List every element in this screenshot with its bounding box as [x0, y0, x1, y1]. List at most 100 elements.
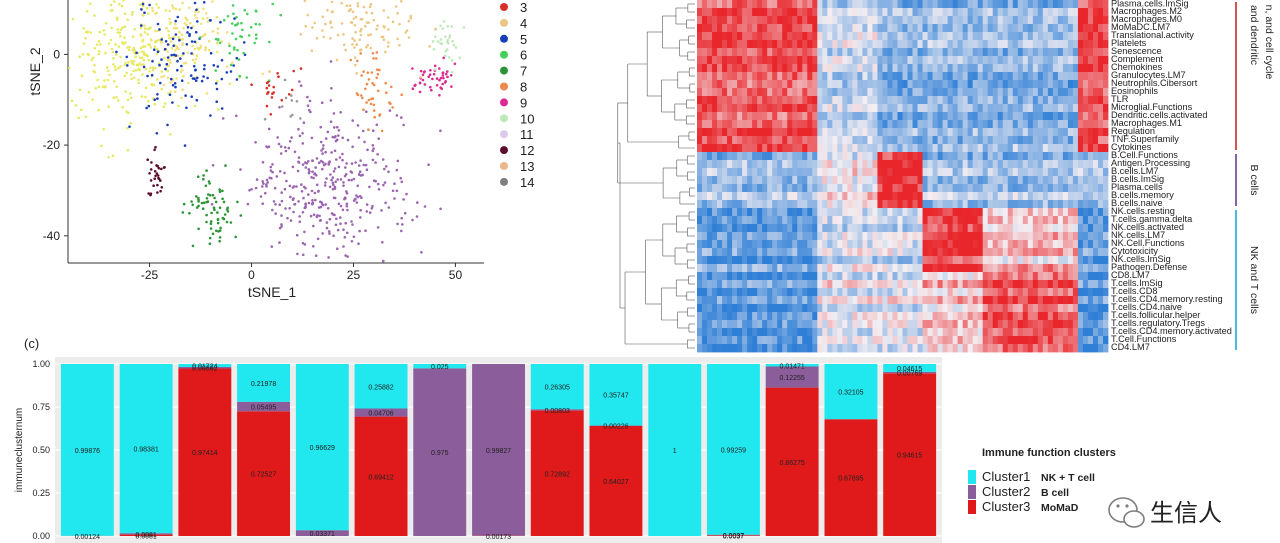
heatmap-cell	[702, 144, 708, 153]
heatmap-cell	[1027, 96, 1034, 105]
heatmap-cell	[772, 296, 778, 305]
heatmap-row-label: Cytokines	[1111, 142, 1152, 152]
heatmap-cell	[922, 24, 928, 33]
heatmap-cell	[922, 240, 928, 249]
heatmap-cell	[907, 232, 913, 241]
heatmap-cell	[987, 112, 994, 121]
heatmap-cell	[1022, 48, 1029, 57]
heatmap-cell	[762, 232, 768, 241]
heatmap-cell	[1007, 144, 1014, 153]
tsne-point-cluster-10	[444, 49, 448, 53]
tsne-point-cluster-11	[327, 230, 331, 233]
heatmap-cell	[887, 16, 893, 25]
heatmap-cell	[917, 56, 923, 65]
heatmap-cell	[1057, 64, 1064, 73]
heatmap-cell	[782, 176, 788, 185]
tsne-point-cluster-4	[174, 7, 178, 11]
heatmap-cell	[767, 72, 773, 81]
heatmap-cell	[972, 296, 979, 305]
heatmap-cell	[817, 336, 823, 345]
heatmap-cell	[727, 96, 733, 105]
tsne-point-cluster-11	[375, 123, 379, 127]
heatmap-cell	[782, 24, 788, 33]
heatmap-cell	[702, 40, 708, 49]
heatmap-cell	[1052, 72, 1059, 81]
tsne-point-cluster-6	[254, 33, 258, 36]
heatmap-cell	[882, 208, 888, 217]
heatmap-cell	[792, 312, 798, 321]
tsne-point-cluster-11	[303, 206, 307, 210]
tsne-point-cluster-5	[235, 56, 239, 60]
heatmap-cell	[1017, 64, 1024, 73]
heatmap-cell	[1092, 272, 1099, 281]
heatmap-cell	[972, 328, 979, 337]
tsne-point-cluster-8	[365, 82, 369, 86]
heatmap-cell	[852, 248, 858, 257]
heatmap-cell	[897, 280, 903, 289]
heatmap-cell	[807, 160, 813, 169]
heatmap-cell	[827, 192, 833, 201]
heatmap-cell	[927, 56, 933, 65]
heatmap-cell	[982, 256, 989, 265]
heatmap-cell	[732, 344, 738, 353]
heatmap-cell	[742, 24, 748, 33]
tsne-point-cluster-4	[122, 0, 125, 2]
heatmap-cell	[882, 64, 888, 73]
tsne-point-cluster-13	[394, 5, 398, 8]
heatmap-cell	[1022, 104, 1029, 113]
tsne-point-cluster-4	[162, 105, 166, 109]
tsne-point-cluster-4	[106, 78, 110, 82]
tsne-point-cluster-9	[442, 56, 446, 60]
tsne-point-cluster-13	[398, 22, 401, 26]
tsne-point-cluster-4	[182, 26, 185, 30]
heatmap-cell	[802, 192, 808, 201]
heatmap-cell	[952, 328, 959, 337]
heatmap-cell	[967, 72, 974, 81]
heatmap-cell	[1002, 192, 1009, 201]
heatmap-cell	[737, 216, 743, 225]
tsne-point-cluster-4	[207, 49, 211, 52]
heatmap-cell	[972, 0, 979, 9]
heatmap-cell	[967, 208, 974, 217]
tsne-point-cluster-11	[342, 181, 345, 184]
tsne-point-cluster-4	[195, 16, 199, 20]
heatmap-cell	[1012, 72, 1019, 81]
heatmap-cell	[837, 344, 843, 353]
heatmap-cell	[697, 288, 703, 297]
heatmap-cell	[862, 40, 868, 49]
heatmap-cell	[1047, 72, 1054, 81]
heatmap-cell	[862, 8, 868, 17]
heatmap-cell	[1012, 96, 1019, 105]
heatmap-cell	[1072, 184, 1079, 193]
heatmap-cell	[1067, 264, 1074, 273]
heatmap-cell	[762, 184, 768, 193]
heatmap-cell	[702, 200, 708, 209]
tsne-point-cluster-4	[163, 102, 167, 105]
heatmap-cell	[882, 0, 888, 9]
heatmap-cell	[957, 192, 964, 201]
heatmap-cell	[942, 288, 949, 297]
heatmap-cell	[882, 344, 888, 353]
heatmap-cell	[842, 80, 848, 89]
heatmap-cell	[1057, 88, 1064, 97]
heatmap-cell	[1092, 304, 1099, 313]
heatmap-cell	[702, 176, 708, 185]
tsne-point-cluster-12	[149, 179, 153, 182]
heatmap-cell	[917, 24, 923, 33]
heatmap-cell	[712, 184, 718, 193]
heatmap-cell	[887, 48, 893, 57]
heatmap-cell	[1012, 0, 1019, 9]
heatmap-cell	[827, 88, 833, 97]
heatmap-cell	[732, 96, 738, 105]
heatmap-cell	[1082, 272, 1089, 281]
heatmap-cell	[847, 240, 853, 249]
heatmap-cell	[822, 96, 828, 105]
heatmap-cell	[987, 272, 994, 281]
heatmap-cell	[837, 272, 843, 281]
heatmap-cell	[812, 248, 818, 257]
heatmap-cell	[1027, 344, 1034, 353]
heatmap-cell	[777, 288, 783, 297]
tsne-x-tick-label: 50	[449, 268, 463, 282]
heatmap-cell	[1042, 160, 1049, 169]
heatmap-cell	[1067, 160, 1074, 169]
